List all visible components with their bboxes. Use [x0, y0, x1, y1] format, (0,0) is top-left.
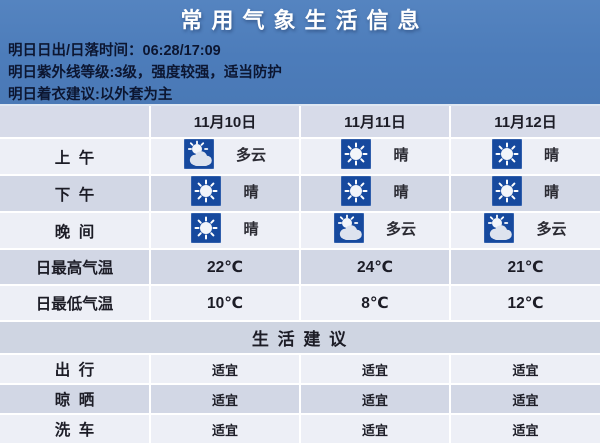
- row-label-max-temp: 日最高气温: [0, 249, 151, 286]
- life-advice-header-row: 生 活 建 议: [0, 321, 600, 355]
- weather-text: 晴: [543, 146, 559, 164]
- weather-cell: 晴: [300, 138, 451, 176]
- weather-text: 晴: [393, 183, 409, 201]
- row-label-drying: 晾 晒: [0, 384, 151, 415]
- sun-icon: [341, 139, 372, 169]
- clothing-advice-line: 明日着衣建议:以外套为主: [8, 87, 173, 103]
- sunrise-sunset-line: 明日日出/日落时间：06:28/17:09: [8, 43, 221, 59]
- row-label-evening: 晚 间: [0, 212, 151, 250]
- row-label-min-temp: 日最低气温: [0, 285, 151, 322]
- drying-advice: 适宜: [150, 384, 301, 415]
- max-temp-row: 日最高气温 22℃ 24℃ 21℃: [0, 249, 600, 286]
- weather-cell: 多云: [150, 138, 301, 176]
- travel-advice: 适宜: [300, 354, 451, 385]
- travel-advice: 适宜: [450, 354, 600, 385]
- weather-text: 多云: [235, 146, 266, 164]
- weather-cell: 晴: [300, 175, 451, 213]
- date-header-row: 11月10日 11月11日 11月12日: [0, 106, 600, 139]
- max-temp-value: 24℃: [300, 249, 451, 286]
- weather-cell: 晴: [450, 175, 600, 213]
- sun-cloud-icon: [333, 213, 364, 243]
- weather-text: 多云: [536, 220, 567, 238]
- min-temp-row: 日最低气温 10℃ 8℃ 12℃: [0, 285, 600, 322]
- drying-row: 晾 晒 适宜 适宜 适宜: [0, 384, 600, 415]
- weather-cell: 晴: [150, 175, 301, 213]
- page-title: 常用气象生活信息: [180, 8, 429, 33]
- row-label-afternoon: 下 午: [0, 175, 151, 213]
- afternoon-row: 下 午 晴 晴 晴: [0, 175, 600, 213]
- max-temp-value: 22℃: [150, 249, 301, 286]
- weather-text: 晴: [543, 183, 559, 201]
- sun-icon: [191, 176, 222, 206]
- morning-row: 上 午 多云 晴 晴: [0, 138, 600, 176]
- banner-info: 明日日出/日落时间：06:28/17:09 明日紫外线等级:3级，强度较强，适当…: [0, 38, 600, 106]
- min-temp-value: 12℃: [450, 285, 600, 322]
- min-temp-value: 8℃: [300, 285, 451, 322]
- weather-cell: 晴: [450, 138, 600, 176]
- corner-cell: [0, 106, 151, 139]
- date-header: 11月12日: [450, 106, 600, 139]
- weather-cell: 晴: [150, 212, 301, 250]
- carwash-advice: 适宜: [300, 414, 451, 444]
- min-temp-value: 10℃: [150, 285, 301, 322]
- carwash-advice: 适宜: [150, 414, 301, 444]
- sun-icon: [491, 139, 522, 169]
- weather-table: 11月10日 11月11日 11月12日 上 午 多云 晴 晴 下 午: [0, 106, 600, 444]
- carwash-row: 洗 车 适宜 适宜 适宜: [0, 414, 600, 444]
- travel-row: 出 行 适宜 适宜 适宜: [0, 354, 600, 385]
- evening-row: 晚 间 晴 多云 多云: [0, 212, 600, 250]
- life-advice-title: 生 活 建 议: [0, 321, 600, 355]
- sun-cloud-icon: [484, 213, 515, 243]
- drying-advice: 适宜: [450, 384, 600, 415]
- weather-text: 晴: [243, 183, 259, 201]
- weather-cell: 多云: [300, 212, 451, 250]
- row-label-carwash: 洗 车: [0, 414, 151, 444]
- travel-advice: 适宜: [150, 354, 301, 385]
- sun-cloud-icon: [183, 139, 214, 169]
- weather-text: 晴: [393, 146, 409, 164]
- sun-icon: [341, 176, 372, 206]
- date-header: 11月10日: [150, 106, 301, 139]
- sun-icon: [191, 213, 222, 243]
- banner: 常用气象生活信息 明日日出/日落时间：06:28/17:09 明日紫外线等级:3…: [0, 0, 600, 106]
- carwash-advice: 适宜: [450, 414, 600, 444]
- sun-icon: [491, 176, 522, 206]
- weather-cell: 多云: [450, 212, 600, 250]
- drying-advice: 适宜: [300, 384, 451, 415]
- row-label-morning: 上 午: [0, 138, 151, 176]
- uv-level-line: 明日紫外线等级:3级，强度较强，适当防护: [8, 65, 282, 81]
- row-label-travel: 出 行: [0, 354, 151, 385]
- max-temp-value: 21℃: [450, 249, 600, 286]
- date-header: 11月11日: [300, 106, 451, 139]
- weather-text: 多云: [385, 220, 416, 238]
- weather-text: 晴: [243, 220, 259, 238]
